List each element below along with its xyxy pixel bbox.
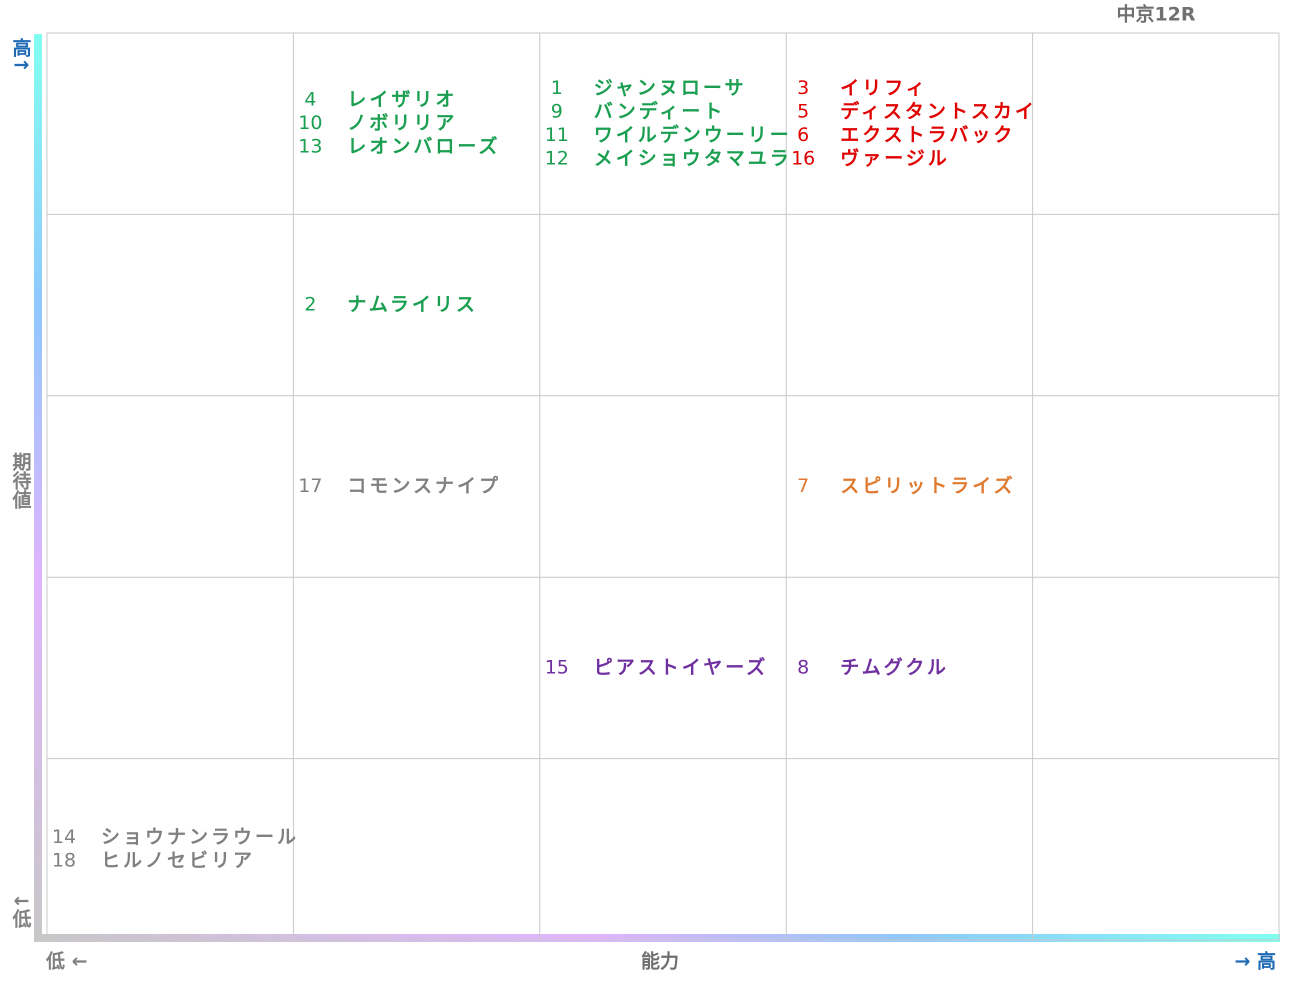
- entry-name: ピアストイヤーズ: [594, 655, 768, 678]
- entry-number: 16: [791, 147, 815, 169]
- entry-name: イリフィ: [840, 77, 928, 99]
- title: 中京12R: [1116, 3, 1195, 26]
- entry-number: 12: [545, 147, 569, 169]
- y-high: 高↑: [10, 37, 32, 73]
- entry-name: ヴァージル: [840, 146, 950, 169]
- entry-number: 7: [797, 475, 809, 497]
- entry-name: チムグクル: [840, 655, 949, 678]
- entry-number: 4: [304, 89, 316, 111]
- entry-number: 10: [298, 112, 322, 134]
- entry-name: ショウナンラウール: [101, 826, 299, 848]
- x-low: 低 ←: [45, 950, 88, 973]
- entry-number: 17: [298, 475, 322, 497]
- entry-name: ディスタントスカイ: [840, 99, 1037, 122]
- entry-name: ワイルデンウーリー: [594, 123, 792, 146]
- y-axis-bar: [34, 34, 42, 941]
- entry-name: エクストラバック: [840, 124, 1015, 146]
- entry-name: メイショウタマユラ: [594, 147, 792, 169]
- y-low: ↓低: [10, 893, 33, 929]
- entry-number: 18: [52, 850, 76, 872]
- entry-number: 2: [304, 294, 316, 316]
- entry-name: コモンスナイプ: [347, 474, 501, 497]
- entry-number: 3: [797, 77, 809, 99]
- entry-number: 15: [545, 656, 569, 678]
- entry-number: 11: [545, 124, 569, 146]
- entry-number: 13: [298, 136, 322, 158]
- entry-name: ナムライリス: [347, 294, 477, 316]
- entry-number: 1: [551, 77, 563, 99]
- x-high: → 高: [1234, 950, 1276, 973]
- grid-frame: [46, 32, 1280, 941]
- entry-name: ノボリリア: [347, 112, 457, 134]
- entry-name: ジャンヌローサ: [594, 77, 747, 99]
- y-label: 期待値: [10, 452, 33, 510]
- entry-name: バンディート: [594, 99, 726, 122]
- entry-number: 5: [797, 100, 809, 122]
- x-axis-bar: [34, 934, 1280, 942]
- entry-number: 8: [797, 656, 809, 678]
- entry-name: ヒルノセビリア: [101, 850, 255, 872]
- entry-name: スピリットライズ: [840, 474, 1015, 497]
- entry-name: レイザリオ: [347, 89, 457, 111]
- x-label: 能力: [641, 950, 679, 973]
- entry-number: 6: [797, 124, 809, 146]
- entry-name: レオンバローズ: [347, 135, 500, 158]
- entry-number: 9: [551, 100, 563, 122]
- entry-number: 14: [52, 826, 76, 848]
